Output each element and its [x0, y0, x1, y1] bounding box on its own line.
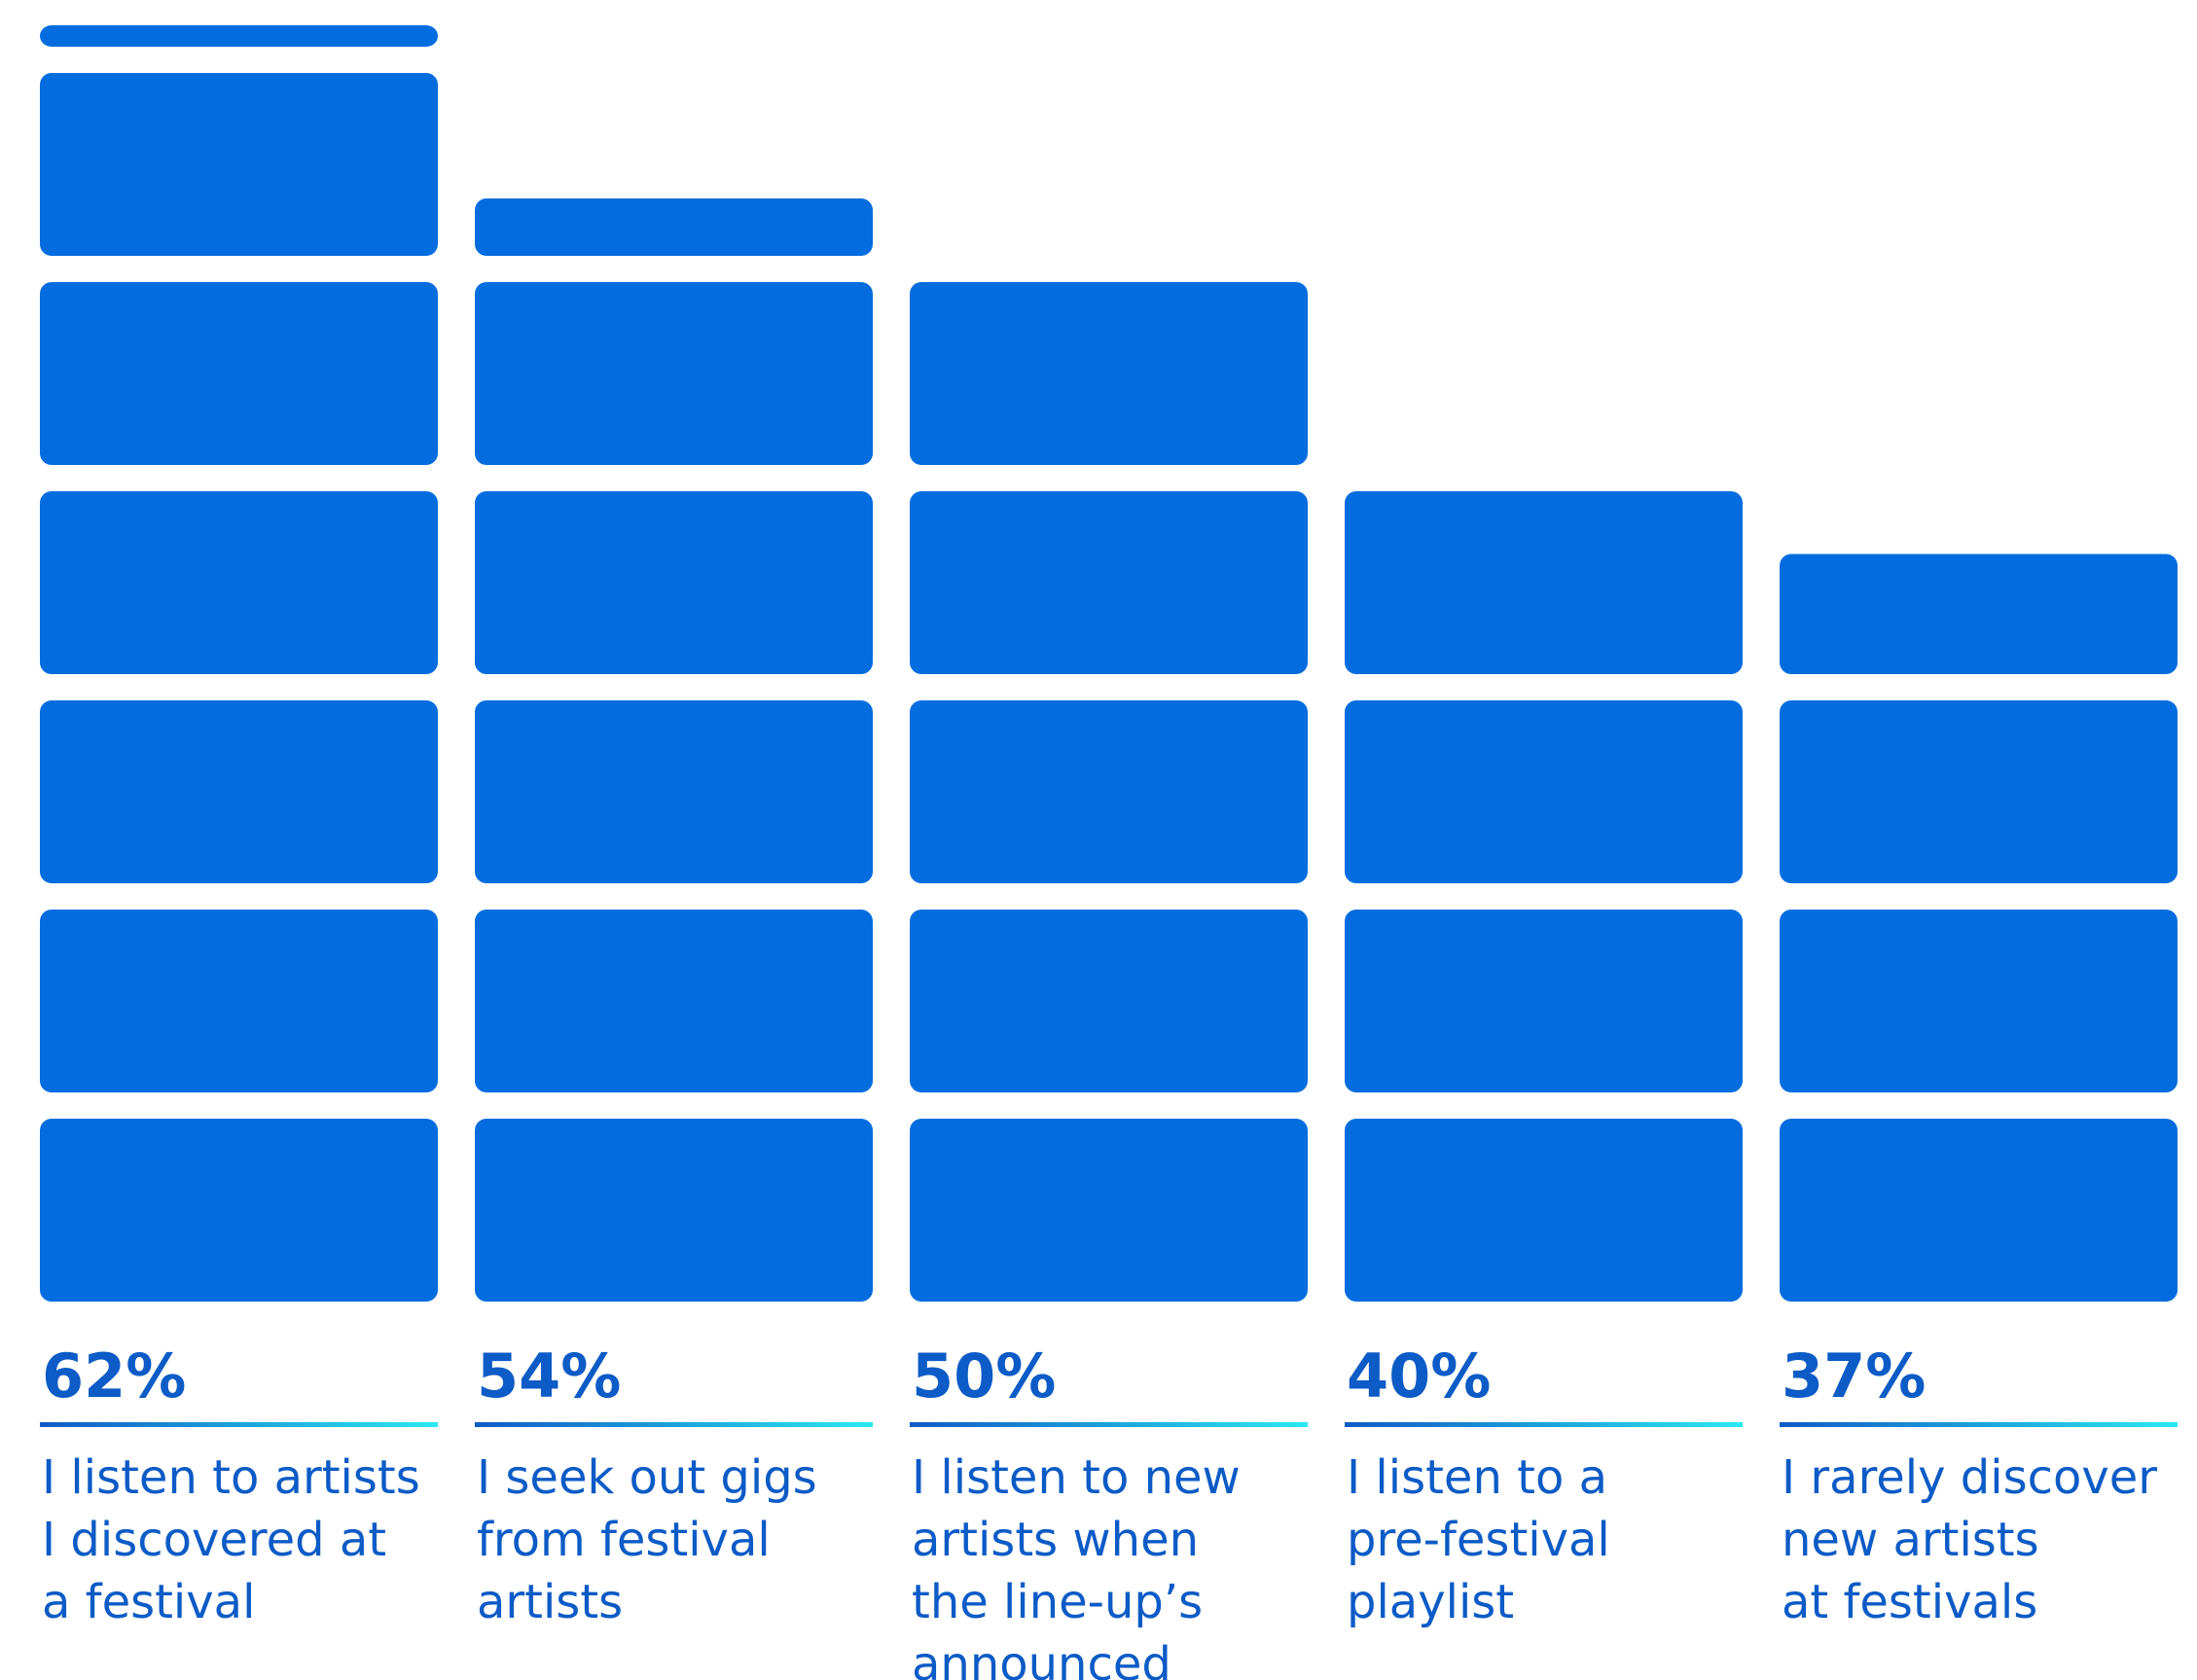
bar-block	[910, 282, 1308, 465]
category-label-line: artists	[477, 1575, 623, 1629]
category-label-line: announced	[912, 1637, 1171, 1680]
bar-block	[475, 491, 873, 674]
bar-block	[475, 910, 873, 1092]
value-label: 40%	[1347, 1340, 1491, 1412]
category-label-line: playlist	[1347, 1575, 1514, 1629]
category-labels: 62% I listen to artists I discovered at a f…	[40, 1340, 2178, 1680]
bar-block	[910, 910, 1308, 1092]
value-label: 37%	[1782, 1340, 1926, 1412]
category-label: I listen to artists I discovered at a fest…	[42, 1450, 420, 1629]
bar-block	[475, 1119, 873, 1302]
bar-column	[1780, 554, 2178, 1302]
category-label-line: a festival	[42, 1575, 255, 1629]
category-label: I seek out gigs from festival artists	[477, 1450, 817, 1629]
bar-column	[475, 198, 873, 1302]
bar-block	[1780, 910, 2178, 1092]
bar-block	[1780, 1119, 2178, 1302]
label-underline	[1780, 1422, 2178, 1427]
category-label-line: I seek out gigs	[477, 1450, 817, 1505]
bar-block	[40, 491, 438, 674]
bar-block	[40, 282, 438, 465]
bar-series	[40, 25, 2178, 1302]
category-label-line: the line-up’s	[912, 1575, 1203, 1629]
category-label-line: I listen to new	[912, 1450, 1241, 1505]
bar-block	[475, 700, 873, 883]
bar-block	[1345, 910, 1743, 1092]
label-underline	[40, 1422, 438, 1427]
bar-block	[40, 910, 438, 1092]
bar-block	[40, 73, 438, 256]
bar-block	[1345, 1119, 1743, 1302]
category-label-line: at festivals	[1782, 1575, 2037, 1629]
value-label: 54%	[477, 1340, 621, 1412]
bar-block	[1780, 554, 2178, 674]
bar-block	[1345, 491, 1743, 674]
value-label: 50%	[912, 1340, 1056, 1412]
label-underline	[1345, 1422, 1743, 1427]
category-label-line: I rarely discover	[1782, 1450, 2157, 1505]
category-label: I listen to a pre-festival playlist	[1347, 1450, 1610, 1629]
bar-block	[40, 1119, 438, 1302]
category-label-line: I listen to a	[1347, 1450, 1607, 1505]
bar-block	[910, 1119, 1308, 1302]
bar-block	[40, 700, 438, 883]
value-label: 62%	[42, 1340, 186, 1412]
category-label-line: I discovered at	[42, 1513, 386, 1567]
label-underline	[910, 1422, 1308, 1427]
category-label-line: from festival	[477, 1513, 771, 1567]
bar-block	[910, 700, 1308, 883]
bar-column	[1345, 491, 1743, 1302]
bar-block	[475, 198, 873, 256]
bar-column	[910, 282, 1308, 1302]
bar-block	[40, 25, 438, 47]
bar-block	[1780, 700, 2178, 883]
bar-block	[1345, 700, 1743, 883]
label-underline	[475, 1422, 873, 1427]
category-label: I rarely discover new artists at festivals	[1782, 1450, 2157, 1629]
category-label-line: I listen to artists	[42, 1450, 420, 1505]
bar-column	[40, 25, 438, 1302]
bar-block	[910, 491, 1308, 674]
category-label-line: pre-festival	[1347, 1513, 1610, 1567]
category-label: I listen to new artists when the line-up’s…	[912, 1450, 1241, 1680]
bar-block	[475, 282, 873, 465]
category-label-line: artists when	[912, 1513, 1199, 1567]
category-label-line: new artists	[1782, 1513, 2039, 1567]
